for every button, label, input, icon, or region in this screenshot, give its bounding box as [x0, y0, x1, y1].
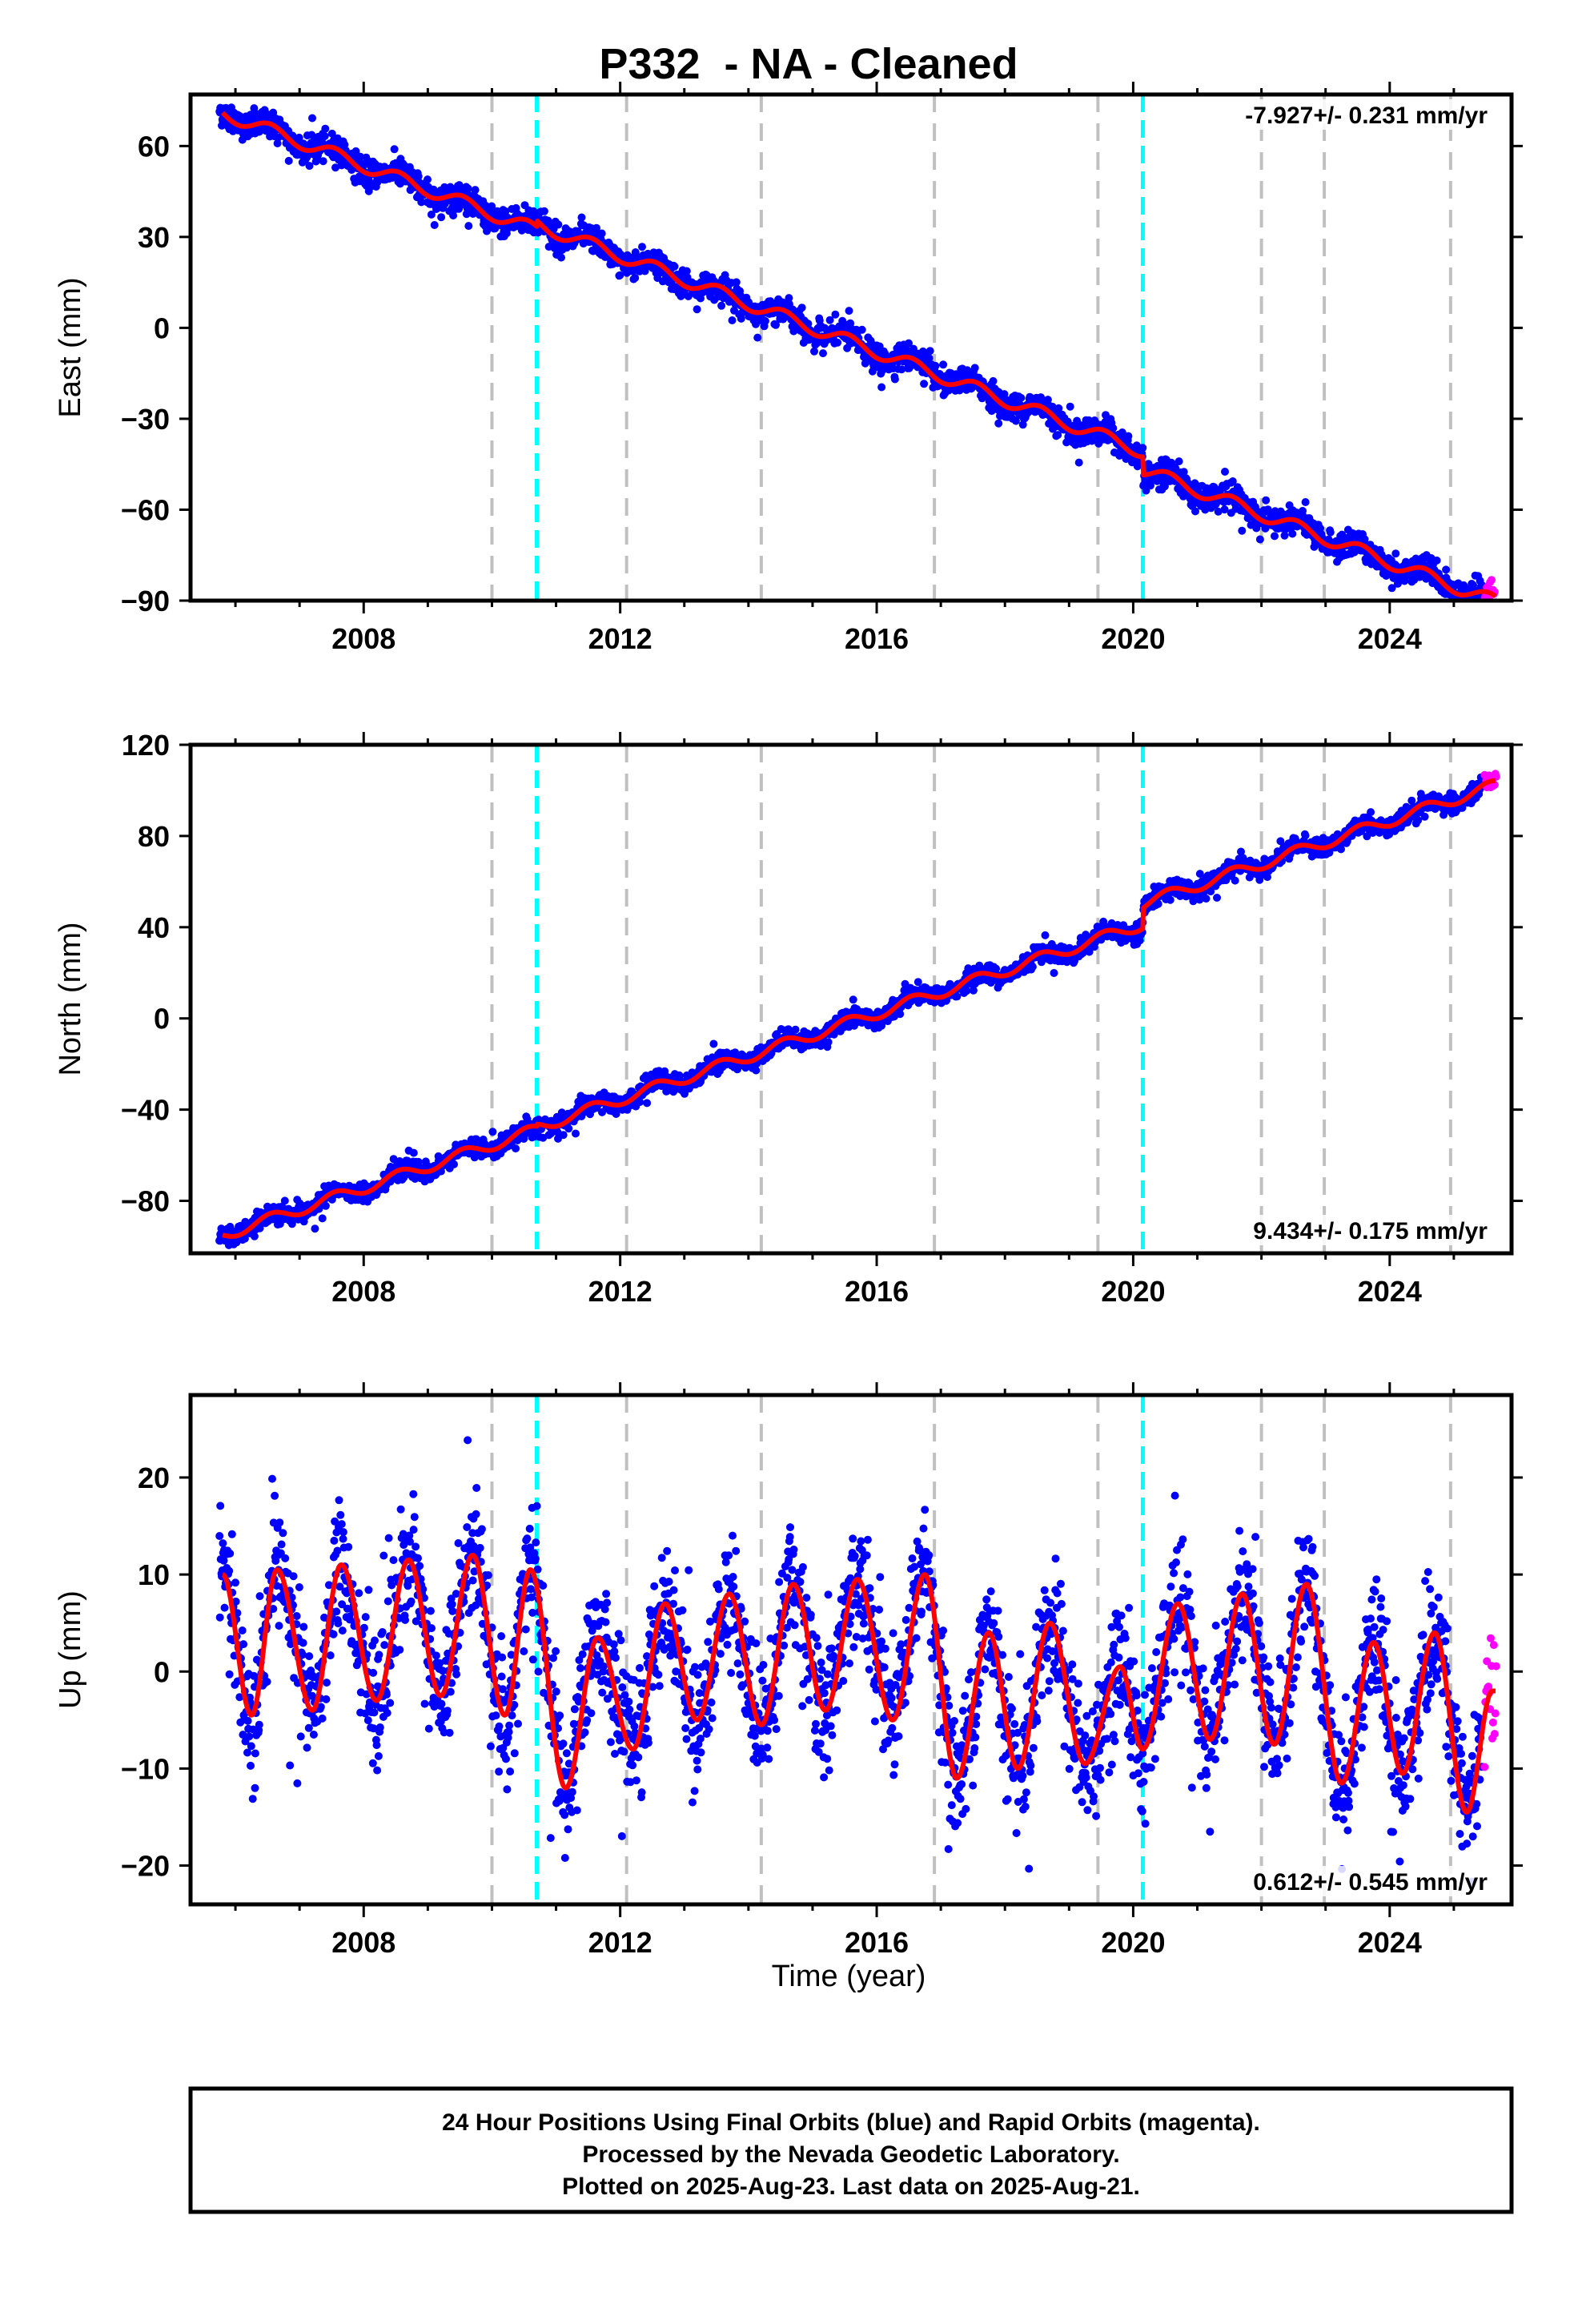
model-fit-line: [220, 111, 1498, 598]
y-tick-label: −60: [121, 493, 170, 526]
x-tick-label: 2008: [331, 622, 396, 655]
y-tick-label: 30: [138, 221, 170, 254]
y-tick-label: 0: [154, 312, 170, 344]
x-tick-label: 2008: [331, 1926, 396, 1959]
x-tick-label: 2012: [588, 622, 652, 655]
rate-label: -7.927+/- 0.231 mm/yr: [1245, 103, 1488, 129]
chart-title: P332 - NA - Cleaned: [599, 40, 1018, 88]
x-tick-label: 2012: [588, 1926, 652, 1959]
panel-north: −80 −40 0 40 80 120 2008 2012 2016 2020 2024 North …: [54, 729, 1523, 1308]
y-tick-label: −80: [121, 1185, 170, 1218]
y-axis-label: East (mm): [54, 277, 87, 417]
caption-box: [188, 2086, 1514, 2214]
data-layer: [215, 770, 1500, 1249]
plot-frame: [188, 1393, 1514, 1907]
y-tick-label: −30: [121, 403, 170, 436]
x-tick-label: 2020: [1101, 622, 1165, 655]
caption-line-1: 24 Hour Positions Using Final Orbits (bl…: [442, 2109, 1260, 2136]
plot-frame: [188, 742, 1514, 1256]
y-tick-label: 60: [138, 130, 170, 163]
x-tick-label: 2024: [1358, 1926, 1422, 1959]
y-tick-label: −10: [121, 1752, 170, 1785]
y-tick-label: −20: [121, 1850, 170, 1883]
plot-frame: [188, 92, 1514, 603]
x-tick-label: 2016: [845, 1926, 909, 1959]
y-tick-label: −90: [121, 585, 170, 617]
y-tick-label: 20: [138, 1462, 170, 1494]
caption-line-2: Processed by the Nevada Geodetic Laborat…: [582, 2141, 1119, 2168]
x-tick-label: 2012: [588, 1275, 652, 1308]
y-axis-label: North (mm): [54, 922, 87, 1076]
y-tick-label: 10: [138, 1558, 170, 1591]
y-tick-label: 0: [154, 1655, 170, 1688]
y-tick-label: 120: [122, 729, 170, 762]
rate-label-bg: [1206, 1215, 1494, 1245]
x-tick-label: 2016: [845, 622, 909, 655]
x-axis-label: Time (year): [772, 1960, 926, 1993]
x-tick-label: 2024: [1358, 622, 1422, 655]
y-tick-label: 80: [138, 820, 170, 853]
y-tick-label: 0: [154, 1003, 170, 1035]
model-fit-line: [220, 1552, 1498, 1815]
x-tick-label: 2020: [1101, 1275, 1165, 1308]
panel-east: −90 −60 −30 0 30 60 2008 2012 2016 2020 2024 East (…: [54, 82, 1523, 655]
model-fit-line: [220, 778, 1498, 1239]
rate-label-bg: [1206, 1866, 1494, 1896]
x-tick-label: 2020: [1101, 1926, 1165, 1959]
final-orbit-points: [215, 103, 1487, 601]
caption-line-3: Plotted on 2025-Aug-23. Last data on 202…: [562, 2173, 1140, 2200]
rate-label: 9.434+/- 0.175 mm/yr: [1253, 1218, 1488, 1244]
panel-up: −20 −10 0 10 20 2008 2012 2016 2020 2024 Up (mm) 0.…: [54, 1382, 1523, 1959]
data-layer: [215, 1436, 1500, 1886]
y-axis-label: Up (mm): [54, 1590, 87, 1709]
rate-label: 0.612+/- 0.545 mm/yr: [1253, 1869, 1488, 1896]
data-layer: [215, 103, 1500, 601]
y-tick-label: −40: [121, 1094, 170, 1127]
x-tick-label: 2008: [331, 1275, 396, 1308]
x-tick-label: 2024: [1358, 1275, 1422, 1308]
x-tick-label: 2016: [845, 1275, 909, 1308]
y-tick-label: 40: [138, 911, 170, 944]
rate-label-bg: [1206, 99, 1494, 130]
